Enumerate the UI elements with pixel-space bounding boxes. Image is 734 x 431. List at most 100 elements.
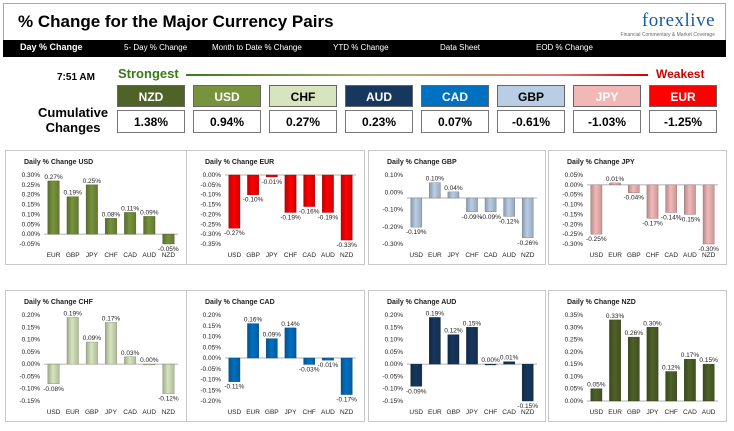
data-label: 0.19%: [426, 310, 445, 317]
x-tick-label: EUR: [428, 409, 442, 416]
bar-aud: [143, 363, 156, 366]
y-tick-label: -0.15%: [200, 387, 221, 394]
data-label: 0.15%: [463, 320, 482, 327]
strongest-label: Strongest: [118, 66, 179, 81]
data-label: 0.05%: [587, 382, 606, 389]
bar-cad: [484, 197, 497, 213]
data-label: 0.01%: [500, 355, 519, 362]
data-label: 0.14%: [281, 321, 300, 328]
y-tick-label: -0.10%: [382, 386, 403, 393]
bar-usd: [590, 388, 603, 402]
y-tick-label: -0.30%: [562, 241, 583, 248]
cumulative-label-line2: Changes: [45, 120, 101, 135]
tile-jpy-value: -1.03%: [573, 110, 641, 133]
x-tick-label: NZD: [521, 409, 535, 416]
x-tick-label: CHF: [484, 409, 497, 416]
tile-eur-name: EUR: [649, 85, 717, 107]
x-tick-label: GBP: [447, 409, 461, 416]
chart-panel-eur: Daily % Change EUR 0.00% -0.05% -0.10% -0.15…: [186, 150, 365, 265]
tab-month-to-date-change[interactable]: Month to Date % Change: [212, 43, 302, 52]
data-label: 0.17%: [102, 315, 121, 322]
page-title: % Change for the Major Currency Pairs: [18, 12, 334, 31]
data-label: -0.10%: [243, 197, 264, 204]
x-tick-label: EUR: [608, 409, 622, 416]
y-tick-label: -0.20%: [382, 224, 403, 231]
data-label: -0.17%: [642, 220, 663, 227]
data-label: -0.11%: [224, 384, 244, 391]
y-tick-label: -0.25%: [562, 231, 583, 238]
data-label: 0.25%: [83, 178, 102, 185]
tile-cad-name: CAD: [421, 85, 489, 107]
y-tick-label: 0.10%: [22, 211, 41, 218]
y-tick-label: 0.00%: [22, 361, 41, 368]
data-label: -0.33%: [336, 242, 357, 249]
y-tick-label: -0.30%: [200, 231, 221, 238]
data-label: -0.30%: [698, 246, 719, 253]
data-label: 0.09%: [263, 332, 282, 339]
tile-gbp-name: GBP: [497, 85, 565, 107]
bar-eur: [429, 182, 441, 199]
y-tick-label: 0.25%: [565, 337, 584, 344]
data-label: -0.09%: [480, 214, 501, 221]
y-tick-label: -0.10%: [19, 386, 40, 393]
chart-panel-jpy: Daily % Change JPY 0.05% 0.00% -0.05% -0.10%…: [548, 150, 727, 265]
y-tick-label: -0.05%: [562, 192, 583, 199]
bar-nzd: [162, 233, 175, 245]
bar-jpy: [85, 184, 98, 235]
y-tick-label: 0.05%: [385, 349, 404, 356]
tile-aud-value: 0.23%: [345, 110, 413, 133]
y-tick-label: -0.20%: [200, 211, 221, 218]
timestamp: 7:51 AM: [57, 72, 95, 83]
x-tick-label: EUR: [608, 252, 622, 259]
y-tick-label: 0.20%: [385, 312, 404, 319]
chart-panel-usd: Daily % Change USD 0.30% 0.25% 0.20% 0.15% 0.…: [5, 150, 187, 265]
y-tick-label: 0.05%: [22, 349, 41, 356]
x-tick-label: CAD: [502, 409, 516, 416]
y-tick-label: -0.25%: [200, 221, 221, 228]
y-tick-label: -0.05%: [19, 373, 40, 380]
x-tick-label: NZD: [162, 252, 176, 259]
bar-jpy: [284, 327, 297, 359]
y-tick-label: 0.15%: [203, 323, 222, 330]
y-tick-label: -0.10%: [562, 202, 583, 209]
data-label: -0.15%: [680, 216, 701, 223]
y-tick-label: 0.10%: [385, 337, 404, 344]
tile-cad-value: 0.07%: [421, 110, 489, 133]
bar-cad: [124, 212, 137, 235]
bar-gbp: [447, 334, 460, 365]
bar-jpy: [646, 327, 659, 402]
y-tick-label: 0.00%: [203, 355, 222, 362]
y-tick-label: 0.00%: [565, 398, 584, 405]
tab-5-day-change[interactable]: 5- Day % Change: [124, 43, 188, 52]
chart-svg: 0.20%0.15%0.10%0.05%0.00%-0.05%-0.10%-0.…: [382, 310, 538, 416]
bar-aud: [143, 216, 156, 235]
x-tick-label: JPY: [105, 409, 118, 416]
logo-text: forexlive: [641, 10, 715, 31]
data-label: -0.09%: [406, 388, 427, 395]
bar-jpy: [265, 174, 278, 178]
x-tick-label: USD: [227, 252, 241, 259]
tab-data-sheet[interactable]: Data Sheet: [440, 43, 481, 52]
chart-svg: 0.35%0.30%0.25%0.20%0.15%0.10%0.05%0.00%…: [565, 312, 719, 416]
x-tick-label: USD: [409, 409, 423, 416]
bar-nzd: [340, 357, 353, 395]
tab-eod-change[interactable]: EOD % Change: [536, 43, 593, 52]
y-tick-label: 0.15%: [565, 361, 584, 368]
x-tick-label: AUD: [321, 409, 335, 416]
bar-chf: [303, 357, 316, 365]
tab-day-change[interactable]: Day % Change: [20, 42, 83, 52]
bar-cad: [684, 359, 696, 402]
bar-usd: [228, 174, 241, 229]
data-label: -0.17%: [336, 397, 357, 404]
y-tick-label: 0.15%: [22, 202, 41, 209]
bar-usd: [410, 197, 423, 228]
x-tick-label: USD: [589, 409, 603, 416]
x-tick-label: USD: [589, 252, 603, 259]
x-tick-label: CAD: [484, 252, 498, 259]
bar-cad: [503, 361, 515, 365]
y-tick-label: 0.10%: [22, 337, 41, 344]
bar-eur: [66, 317, 79, 365]
tab-ytd-change[interactable]: YTD % Change: [333, 43, 389, 52]
bar-usd: [410, 363, 423, 387]
data-label: 0.27%: [44, 174, 63, 181]
